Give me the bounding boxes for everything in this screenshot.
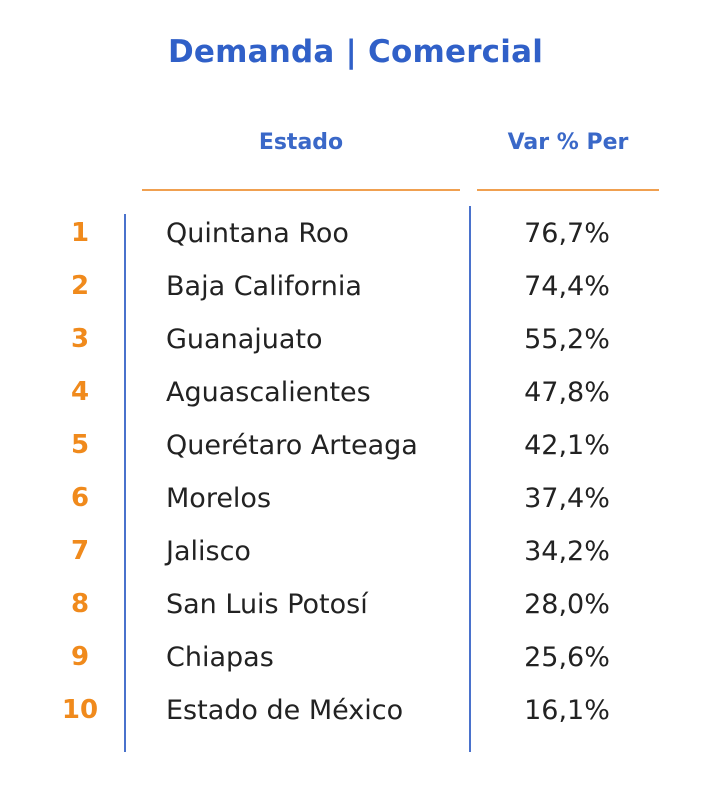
variation-value: 25,6% xyxy=(524,642,610,673)
variation-value: 74,4% xyxy=(524,271,610,302)
table-row: 6 Morelos 37,4% xyxy=(0,473,711,526)
state-name: Guanajuato xyxy=(166,324,323,355)
header-underline-estado xyxy=(142,189,460,191)
rank-number: 5 xyxy=(70,430,90,460)
variation-value: 55,2% xyxy=(524,324,610,355)
ranking-table: 1 Quintana Roo 76,7% 2 Baja California 7… xyxy=(0,208,711,738)
state-name: San Luis Potosí xyxy=(166,589,368,620)
state-name: Jalisco xyxy=(166,536,251,567)
state-name: Baja California xyxy=(166,271,362,302)
rank-number: 3 xyxy=(70,324,90,354)
table-row: 3 Guanajuato 55,2% xyxy=(0,314,711,367)
column-header-var-per: Var % Per xyxy=(507,130,629,155)
header-underline-var xyxy=(477,189,659,191)
variation-value: 16,1% xyxy=(524,695,610,726)
variation-value: 28,0% xyxy=(524,589,610,620)
variation-value: 34,2% xyxy=(524,536,610,567)
variation-value: 47,8% xyxy=(524,377,610,408)
table-row: 2 Baja California 74,4% xyxy=(0,261,711,314)
rank-divider-line xyxy=(124,214,126,752)
column-divider-line xyxy=(469,206,471,752)
variation-value: 76,7% xyxy=(524,218,610,249)
rank-number: 7 xyxy=(70,536,90,566)
table-row: 1 Quintana Roo 76,7% xyxy=(0,208,711,261)
rank-number: 9 xyxy=(70,642,90,672)
rank-number: 4 xyxy=(70,377,90,407)
table-row: 5 Querétaro Arteaga 42,1% xyxy=(0,420,711,473)
variation-value: 37,4% xyxy=(524,483,610,514)
state-name: Morelos xyxy=(166,483,272,514)
table-row: 9 Chiapas 25,6% xyxy=(0,632,711,685)
table-row: 4 Aguascalientes 47,8% xyxy=(0,367,711,420)
rank-number: 10 xyxy=(61,695,99,725)
state-name: Estado de México xyxy=(166,695,404,726)
rank-number: 8 xyxy=(70,589,90,619)
rank-number: 1 xyxy=(70,218,90,248)
table-row: 10 Estado de México 16,1% xyxy=(0,685,711,738)
column-header-estado: Estado xyxy=(258,130,344,155)
state-name: Querétaro Arteaga xyxy=(166,430,418,461)
table-row: 8 San Luis Potosí 28,0% xyxy=(0,579,711,632)
rank-number: 2 xyxy=(70,271,90,301)
table-row: 7 Jalisco 34,2% xyxy=(0,526,711,579)
rank-number: 6 xyxy=(70,483,90,513)
page-title: Demanda | Comercial xyxy=(167,34,544,70)
state-name: Aguascalientes xyxy=(166,377,371,408)
state-name: Chiapas xyxy=(166,642,274,673)
state-name: Quintana Roo xyxy=(166,218,349,249)
variation-value: 42,1% xyxy=(524,430,610,461)
